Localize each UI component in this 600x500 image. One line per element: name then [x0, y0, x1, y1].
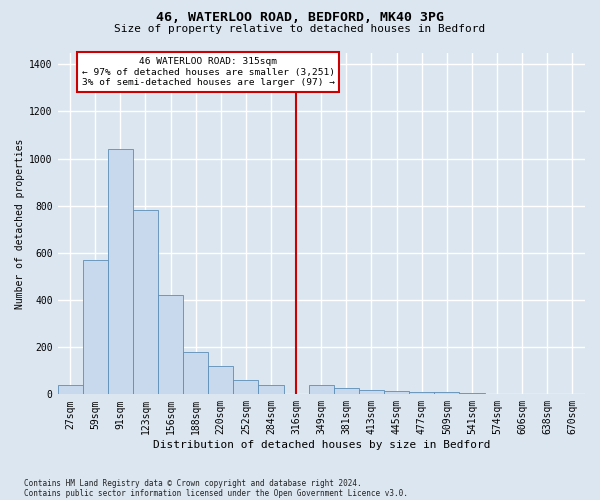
Text: 46 WATERLOO ROAD: 315sqm
← 97% of detached houses are smaller (3,251)
3% of semi: 46 WATERLOO ROAD: 315sqm ← 97% of detach…: [82, 57, 335, 87]
Bar: [359, 390, 384, 394]
Bar: [108, 149, 133, 394]
Bar: [208, 366, 233, 394]
Bar: [58, 385, 83, 394]
Bar: [334, 388, 359, 394]
Bar: [309, 385, 334, 394]
Bar: [384, 391, 409, 394]
Text: 46, WATERLOO ROAD, BEDFORD, MK40 3PG: 46, WATERLOO ROAD, BEDFORD, MK40 3PG: [156, 11, 444, 24]
Bar: [133, 210, 158, 394]
Bar: [83, 260, 108, 394]
Text: Size of property relative to detached houses in Bedford: Size of property relative to detached ho…: [115, 24, 485, 34]
Bar: [158, 296, 183, 394]
Bar: [460, 393, 485, 394]
Bar: [259, 385, 284, 394]
Y-axis label: Number of detached properties: Number of detached properties: [15, 138, 25, 308]
Bar: [183, 352, 208, 395]
Bar: [233, 380, 259, 394]
Bar: [409, 392, 434, 394]
X-axis label: Distribution of detached houses by size in Bedford: Distribution of detached houses by size …: [152, 440, 490, 450]
Text: Contains HM Land Registry data © Crown copyright and database right 2024.
Contai: Contains HM Land Registry data © Crown c…: [24, 479, 408, 498]
Bar: [434, 392, 460, 394]
